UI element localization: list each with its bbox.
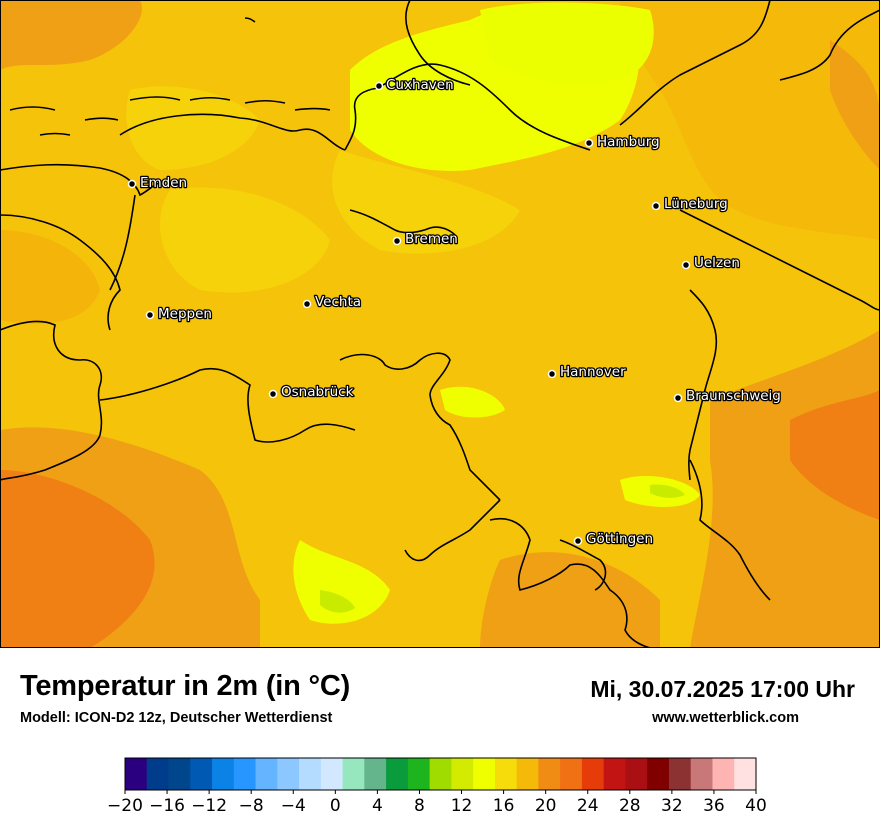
city-label: Emden — [140, 175, 187, 191]
colorbar-ticks: −20 −16 −12 −8 −4 0 4 8 12 16 20 24 28 32 36 40 — [107, 790, 767, 816]
colorbar-swatch — [233, 758, 257, 790]
colorbar-tick-label: −4 — [281, 796, 306, 816]
model-source: Modell: ICON-D2 12z, Deutscher Wetterdie… — [20, 710, 333, 726]
city-label: Lüneburg — [664, 196, 728, 212]
city-marker — [573, 536, 583, 546]
colorbar-swatch — [364, 758, 387, 790]
colorbar-swatch — [429, 758, 452, 790]
city-label: Vechta — [315, 294, 361, 310]
colorbar-swatch — [516, 758, 540, 790]
colorbar-swatch — [190, 758, 213, 790]
colorbar-swatch — [125, 758, 148, 790]
city-label: Hamburg — [597, 134, 660, 150]
colorbar-swatch — [690, 758, 714, 790]
colorbar-tick-label: 20 — [535, 796, 557, 816]
forecast-datetime: Mi, 30.07.2025 17:00 Uhr — [590, 676, 855, 702]
city-marker — [547, 369, 557, 379]
city-marker — [268, 389, 278, 399]
colorbar-tick-label: 32 — [661, 796, 683, 816]
colorbar-swatch — [494, 758, 518, 790]
temperature-colorbar: −20 −16 −12 −8 −4 0 4 8 12 16 20 24 28 32 36 40 — [107, 757, 767, 816]
colorbar-swatch — [168, 758, 191, 790]
colorbar-frame — [124, 757, 757, 791]
colorbar-swatch — [407, 758, 431, 790]
colorbar-tick-label: 28 — [619, 796, 641, 816]
legend-footer: Temperatur in 2m (in °C) Modell: ICON-D2… — [0, 648, 880, 830]
city-marker — [145, 310, 155, 320]
colorbar-swatch — [647, 758, 670, 790]
colorbar-swatch — [538, 758, 561, 790]
city-marker — [681, 260, 691, 270]
colorbar-tick-label: 40 — [745, 796, 767, 816]
city-cuxhaven[interactable]: Cuxhaven — [374, 76, 455, 94]
colorbar-tick-label: −8 — [239, 796, 264, 816]
colorbar-swatch — [712, 758, 735, 790]
islands — [9, 17, 331, 136]
city-lueneburg[interactable]: Lüneburg — [651, 195, 729, 213]
city-braunschweig[interactable]: Braunschweig — [673, 387, 782, 405]
colorbar-swatches — [125, 758, 757, 790]
city-label: Bremen — [405, 231, 458, 247]
colorbar-swatch — [299, 758, 322, 790]
temperature-map[interactable]: Cuxhaven Hamburg Emden Lüneburg Bremen U… — [0, 0, 880, 648]
colorbar-swatch — [212, 758, 235, 790]
city-marker — [651, 201, 661, 211]
city-label: Meppen — [158, 306, 212, 322]
website-link[interactable]: www.wetterblick.com — [652, 710, 799, 726]
coastline-borders — [0, 0, 880, 648]
city-label: Osnabrück — [281, 384, 354, 400]
colorbar-swatch — [734, 758, 757, 790]
city-goettingen[interactable]: Göttingen — [573, 530, 654, 548]
colorbar-swatch — [668, 758, 692, 790]
colorbar-tick-label: −12 — [191, 796, 227, 816]
city-label: Braunschweig — [686, 388, 781, 404]
city-hannover[interactable]: Hannover — [547, 363, 627, 381]
colorbar-tick-label: 16 — [493, 796, 515, 816]
city-hamburg[interactable]: Hamburg — [584, 133, 661, 151]
colorbar-swatch — [451, 758, 474, 790]
colorbar-tick-label: 24 — [577, 796, 599, 816]
colorbar-swatch — [146, 758, 170, 790]
city-uelzen[interactable]: Uelzen — [681, 254, 741, 272]
city-marker — [392, 236, 402, 246]
city-marker — [673, 393, 683, 403]
city-bremen[interactable]: Bremen — [392, 230, 459, 248]
city-label: Hannover — [560, 364, 626, 380]
temperature-field — [0, 0, 880, 648]
colorbar-swatch — [560, 758, 583, 790]
city-meppen[interactable]: Meppen — [145, 305, 213, 323]
city-label: Uelzen — [694, 255, 740, 271]
colorbar-tick-label: 8 — [414, 796, 425, 816]
city-markers: Cuxhaven Hamburg Emden Lüneburg Bremen U… — [127, 76, 782, 548]
colorbar-swatch — [386, 758, 409, 790]
colorbar-swatch — [342, 758, 365, 790]
colorbar-swatch — [277, 758, 300, 790]
colorbar-tick-label: 4 — [372, 796, 383, 816]
colorbar-tick-label: −16 — [149, 796, 185, 816]
city-vechta[interactable]: Vechta — [302, 293, 362, 311]
city-emden[interactable]: Emden — [127, 174, 188, 192]
city-marker — [584, 138, 594, 148]
city-marker — [302, 299, 312, 309]
city-osnabrueck[interactable]: Osnabrück — [268, 383, 355, 401]
colorbar-tick-label: 12 — [451, 796, 473, 816]
colorbar-tick-label: 0 — [330, 796, 341, 816]
city-marker — [127, 179, 137, 189]
colorbar-swatch — [473, 758, 496, 790]
colorbar-swatch — [625, 758, 648, 790]
colorbar-swatch — [581, 758, 605, 790]
city-marker — [374, 81, 384, 91]
colorbar-swatch — [603, 758, 627, 790]
colorbar-tick-label: 36 — [703, 796, 725, 816]
colorbar-tick-label: −20 — [107, 796, 143, 816]
city-label: Göttingen — [586, 531, 653, 547]
chart-title: Temperatur in 2m (in °C) — [20, 670, 351, 702]
colorbar-swatch — [255, 758, 278, 790]
colorbar-swatch — [320, 758, 344, 790]
city-label: Cuxhaven — [386, 77, 454, 93]
